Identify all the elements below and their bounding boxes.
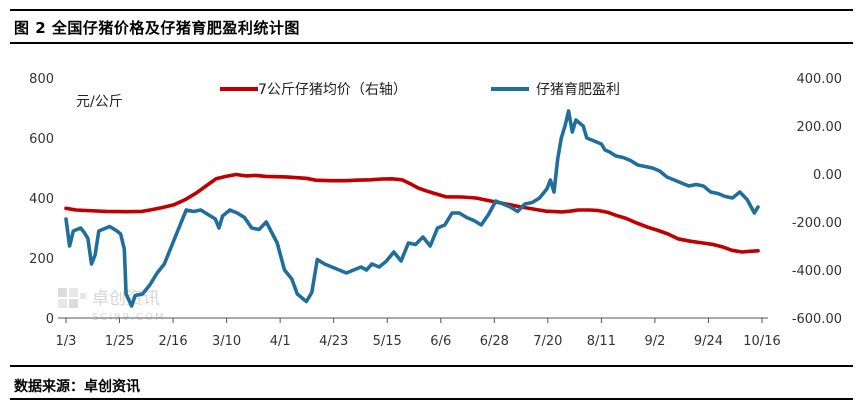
- x-axis-tick-label: 6/28: [480, 334, 509, 349]
- x-axis-tick-label: 7/20: [533, 334, 562, 349]
- right-axis-tick-label: 400.00: [797, 72, 843, 87]
- x-axis-tick-label: 6/6: [430, 334, 451, 349]
- x-axis-tick-label: 9/2: [644, 334, 665, 349]
- x-axis-tick-label: 3/10: [212, 334, 241, 349]
- x-axis-tick-label: 4/23: [319, 334, 348, 349]
- footer-top-rule: [10, 365, 853, 367]
- header-top-rule: [10, 9, 853, 11]
- figure-title: 图 2 全国仔猪价格及仔猪育肥盈利统计图: [14, 19, 300, 37]
- left-axis-tick-label: 200: [29, 252, 54, 267]
- series-layer: [64, 109, 760, 308]
- data-source: 数据来源：卓创资讯: [14, 379, 140, 395]
- x-axis-tick-label: 1/25: [105, 334, 134, 349]
- legend-label-price: 7公斤仔猪均价（右轴）: [258, 82, 407, 98]
- axes: 800 600 400 200 0 400.00 200.00 0.00 -200.00 -400…: [29, 72, 842, 349]
- x-axis-tick-label: 8/11: [587, 334, 616, 349]
- footer-bottom-rule: [10, 398, 853, 400]
- left-axis-tick-label: 0: [46, 312, 54, 327]
- x-axis-tick-label: 9/24: [694, 334, 723, 349]
- right-axis-tick-label: 200.00: [797, 120, 843, 135]
- right-axis-tick-label: 0.00: [813, 168, 842, 183]
- x-axis-tick-label: 1/3: [56, 334, 77, 349]
- left-axis-tick-label: 800: [29, 72, 54, 87]
- right-axis-tick-label: -600.00: [792, 312, 842, 327]
- header-bottom-rule: [10, 42, 853, 44]
- left-axis-unit: 元/公斤: [76, 94, 123, 110]
- x-axis-tick-label: 10/16: [743, 334, 780, 349]
- left-axis-tick-label: 400: [29, 192, 54, 207]
- x-axis-tick-label: 4/1: [270, 334, 291, 349]
- left-axis-tick-label: 600: [29, 132, 54, 147]
- figure-footer: 数据来源：卓创资讯: [0, 362, 863, 410]
- price-series-line: [64, 172, 760, 254]
- profit-series-line: [64, 109, 760, 308]
- right-axis-tick-label: -400.00: [792, 264, 842, 279]
- chart-legend: 7公斤仔猪均价（右轴） 仔猪育肥盈利: [220, 82, 620, 98]
- right-axis-tick-label: -200.00: [792, 216, 842, 231]
- legend-label-profit: 仔猪育肥盈利: [536, 82, 620, 98]
- watermark-logo-icon: [58, 288, 86, 308]
- figure-header: 图 2 全国仔猪价格及仔猪育肥盈利统计图: [0, 0, 863, 46]
- x-axis-tick-label: 2/16: [158, 334, 187, 349]
- x-axis-tick-label: 5/15: [373, 334, 402, 349]
